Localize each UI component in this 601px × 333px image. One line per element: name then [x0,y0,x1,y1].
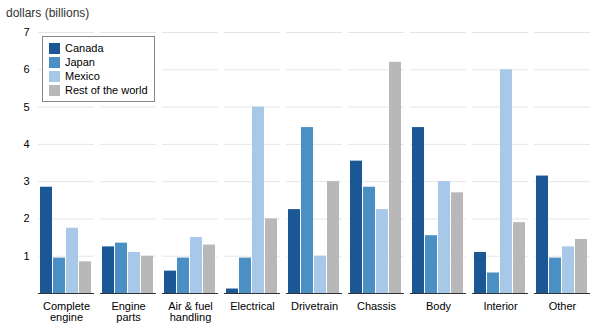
html-text:Rest of the world: Rest of the world [65,84,148,96]
svg-text:1: 1 [23,250,29,262]
svg-text:3: 3 [23,175,29,187]
svg-text:Drivetrain: Drivetrain [291,300,338,312]
svg-text:Other: Other [549,300,577,312]
svg-text:2: 2 [23,212,29,224]
svg-text:Chassis: Chassis [357,300,397,312]
svg-text:Body: Body [426,300,452,312]
svg-text:6: 6 [23,63,29,75]
svg-text:Interior: Interior [483,300,518,312]
html-text:Canada: Canada [65,42,104,54]
svg-text:7: 7 [23,26,29,38]
html-text:dollars (billions): dollars (billions) [6,6,90,20]
html-text:Mexico: Mexico [65,70,100,82]
svg-text:Electrical: Electrical [230,300,275,312]
svg-text:Air & fuelhandling: Air & fuelhandling [168,300,213,323]
svg-text:5: 5 [23,101,29,113]
html-text:Japan: Japan [65,56,95,68]
svg-text:Completeengine: Completeengine [43,300,90,323]
svg-text:Engineparts: Engineparts [111,300,145,323]
svg-text:4: 4 [23,138,29,150]
